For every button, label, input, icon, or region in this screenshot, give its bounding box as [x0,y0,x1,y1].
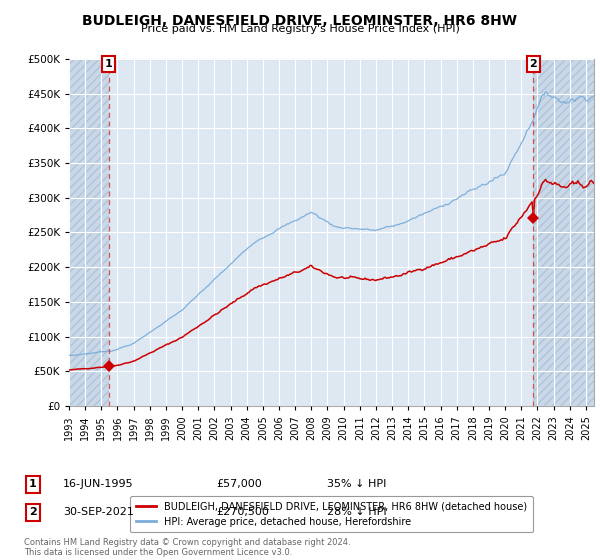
Bar [533,59,594,406]
Text: £270,500: £270,500 [216,507,269,517]
Text: BUDLEIGH, DANESFIELD DRIVE, LEOMINSTER, HR6 8HW: BUDLEIGH, DANESFIELD DRIVE, LEOMINSTER, … [83,14,517,28]
Legend: BUDLEIGH, DANESFIELD DRIVE, LEOMINSTER, HR6 8HW (detached house), HPI: Average p: BUDLEIGH, DANESFIELD DRIVE, LEOMINSTER, … [130,496,533,533]
Text: £57,000: £57,000 [216,479,262,489]
Text: 35% ↓ HPI: 35% ↓ HPI [327,479,386,489]
Text: 28% ↓ HPI: 28% ↓ HPI [327,507,386,517]
Bar [69,59,109,406]
Text: 1: 1 [29,479,37,489]
Bar [533,59,594,406]
Bar [69,59,109,406]
Text: Contains HM Land Registry data © Crown copyright and database right 2024.
This d: Contains HM Land Registry data © Crown c… [24,538,350,557]
Text: 30-SEP-2021: 30-SEP-2021 [63,507,134,517]
Text: 1: 1 [105,59,113,69]
Text: 2: 2 [530,59,537,69]
Text: 2: 2 [29,507,37,517]
Text: 16-JUN-1995: 16-JUN-1995 [63,479,134,489]
Text: Price paid vs. HM Land Registry's House Price Index (HPI): Price paid vs. HM Land Registry's House … [140,24,460,34]
